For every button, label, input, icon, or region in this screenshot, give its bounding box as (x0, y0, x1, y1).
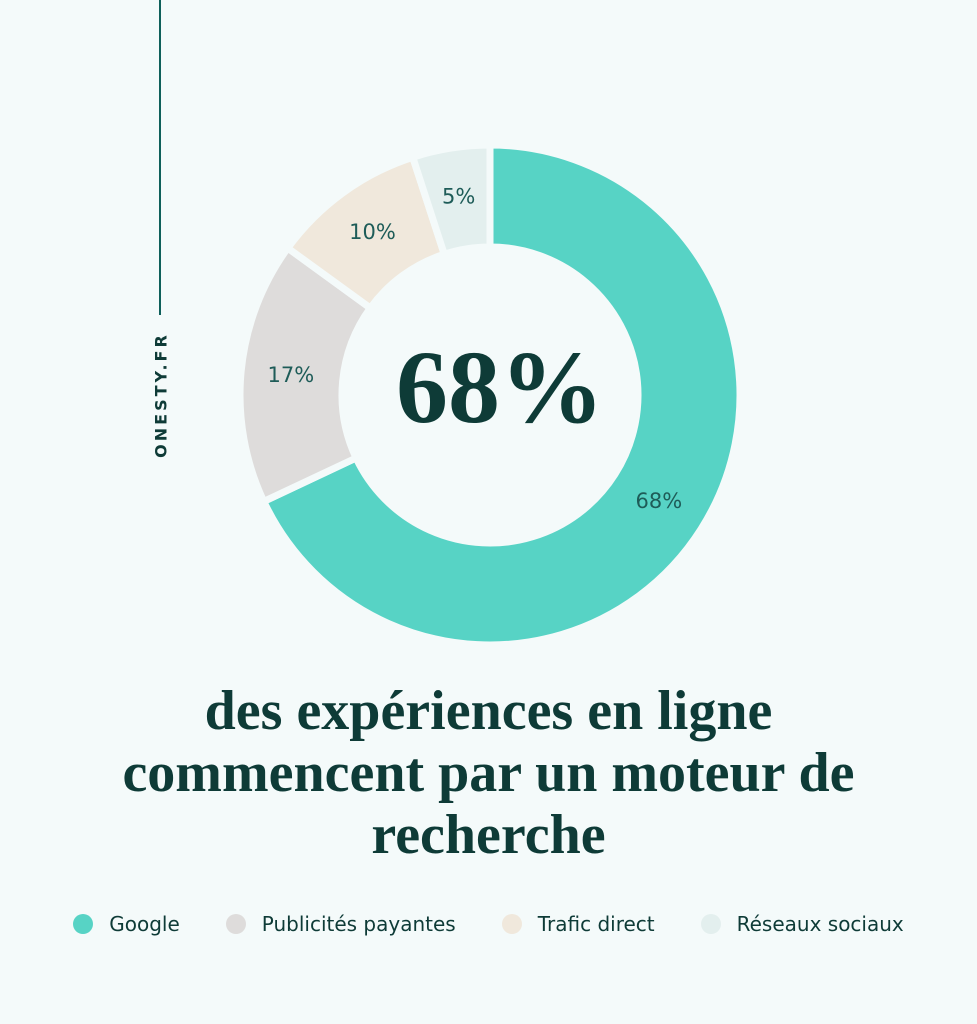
value-label: 68% (636, 489, 683, 513)
slice (236, 244, 374, 505)
legend-swatch (501, 914, 522, 934)
slice (260, 141, 744, 649)
value-label: 17% (268, 363, 315, 387)
legend-item: Trafic direct (501, 912, 655, 936)
legend: Google Publicités payantes Trafic direct Ré… (0, 912, 977, 936)
legend-swatch (700, 914, 721, 934)
value-label: 5% (442, 184, 475, 208)
legend-swatch (225, 914, 246, 934)
legend-item: Publicités payantes (225, 912, 456, 936)
legend-label: Publicités payantes (261, 912, 456, 936)
legend-item: Réseaux sociaux (700, 912, 904, 936)
legend-swatch (73, 914, 94, 934)
legend-item: Google (73, 912, 180, 936)
donut: 68% 17% 10% 5% (236, 141, 744, 649)
legend-label: Trafic direct (537, 912, 655, 936)
slice (409, 141, 494, 258)
center-label: 68% (396, 330, 604, 445)
brand: ONESTY.FR (152, 332, 171, 458)
chart-title: des expériences en ligne commencent par … (122, 680, 855, 866)
legend-label: Google (109, 912, 180, 936)
legend-label: Réseaux sociaux (736, 912, 904, 936)
value-label: 10% (349, 220, 396, 244)
